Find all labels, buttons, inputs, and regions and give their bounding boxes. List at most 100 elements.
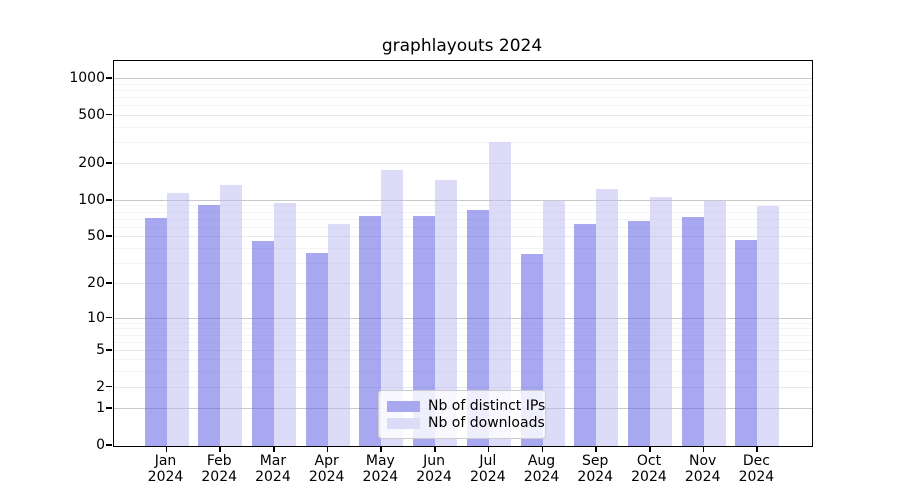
- x-tick: [756, 446, 758, 452]
- legend-swatch-distinct-ips: [387, 400, 420, 412]
- x-tick: [165, 446, 168, 452]
- bar-distinct-ips: [681, 216, 704, 446]
- x-tick: [219, 446, 221, 452]
- y-tick: [106, 444, 112, 446]
- bar-downloads: [220, 184, 243, 446]
- bar-downloads: [435, 179, 458, 446]
- x-tick-label: Feb 2024: [201, 453, 238, 485]
- legend-swatch-downloads: [387, 417, 420, 429]
- gridline: [114, 262, 812, 264]
- x-tick-label: Mar 2024: [255, 453, 291, 485]
- gridline: [114, 359, 812, 361]
- gridline: [114, 341, 812, 343]
- gridline: [114, 226, 812, 228]
- bar-distinct-ips: [413, 215, 436, 446]
- bar-downloads: [381, 169, 404, 446]
- gridline: [114, 386, 812, 388]
- x-tick-label: Jul 2024: [469, 453, 506, 485]
- y-tick: [106, 348, 112, 351]
- gridline: [114, 247, 812, 249]
- x-tick: [272, 446, 275, 452]
- gridline: [114, 334, 812, 336]
- y-tick-label: 10: [87, 309, 105, 326]
- gridline: [114, 205, 812, 207]
- bar-downloads: [596, 189, 619, 446]
- x-tick: [648, 446, 651, 452]
- y-tick: [106, 407, 112, 409]
- y-tick-label: 0: [96, 437, 105, 453]
- x-tick-label: Jan 2024: [147, 453, 184, 485]
- x-tick-label: Aug 2024: [523, 453, 560, 485]
- x-tick-label: Apr 2024: [308, 453, 345, 485]
- y-tick: [106, 385, 112, 388]
- y-tick-label: 1: [96, 400, 105, 417]
- gridline: [114, 349, 812, 351]
- y-tick-label: 5: [96, 341, 105, 358]
- plot-area: [113, 60, 813, 447]
- bar-downloads: [488, 141, 511, 446]
- gridline: [114, 141, 812, 143]
- y-tick: [106, 113, 112, 116]
- gridline: [114, 77, 812, 79]
- bar-distinct-ips: [574, 224, 597, 446]
- bar-distinct-ips: [251, 241, 274, 446]
- chart-title: graphlayouts 2024: [381, 36, 543, 56]
- legend-label-distinct-ips: Nb of distinct IPs: [428, 398, 546, 414]
- legend-label-downloads: Nb of downloads: [428, 415, 545, 431]
- bar-downloads: [757, 205, 780, 446]
- bar-downloads: [166, 192, 189, 446]
- x-tick-label: Jun 2024: [416, 453, 452, 485]
- y-tick: [106, 198, 112, 201]
- x-tick: [487, 446, 490, 452]
- gridline: [114, 328, 812, 330]
- gridline: [114, 163, 812, 165]
- gridline: [114, 211, 812, 213]
- bar-downloads: [273, 203, 296, 446]
- y-tick-label: 2: [96, 378, 105, 395]
- y-tick-label: 500: [78, 106, 105, 123]
- gridline: [114, 105, 812, 107]
- gridline: [114, 126, 812, 128]
- y-tick: [106, 235, 112, 237]
- legend-entry-distinct-ips: Nb of distinct IPs: [387, 398, 545, 414]
- x-tick: [434, 446, 436, 452]
- gridline: [114, 114, 812, 116]
- y-tick-label: 50: [87, 228, 105, 245]
- x-tick: [326, 446, 329, 452]
- y-tick-label: 20: [87, 275, 105, 292]
- gridline: [114, 96, 812, 98]
- bar-distinct-ips: [627, 221, 650, 446]
- bar-downloads: [327, 224, 350, 446]
- legend-entry-downloads: Nb of downloads: [387, 415, 545, 431]
- y-tick: [106, 282, 112, 285]
- y-tick-label: 1000: [69, 69, 105, 86]
- gridline: [114, 236, 812, 238]
- gridline: [114, 317, 812, 319]
- gridline: [114, 283, 812, 285]
- x-tick-label: Nov 2024: [684, 453, 721, 485]
- x-tick-label: Oct 2024: [631, 453, 667, 485]
- x-tick-label: May 2024: [362, 453, 399, 485]
- x-tick: [702, 446, 705, 452]
- y-tick: [106, 77, 112, 79]
- gridline: [114, 218, 812, 220]
- x-tick: [595, 446, 597, 452]
- legend: Nb of distinct IPs Nb of downloads: [378, 390, 546, 439]
- gridline: [114, 89, 812, 91]
- gridline: [114, 199, 812, 201]
- y-tick: [106, 316, 112, 319]
- y-tick-label: 100: [78, 191, 105, 208]
- bar-distinct-ips: [359, 215, 382, 446]
- x-tick: [380, 446, 382, 452]
- bar-distinct-ips: [466, 209, 489, 446]
- bar-downloads: [542, 201, 565, 446]
- x-tick-label: Sep 2024: [577, 453, 614, 485]
- y-tick: [106, 162, 112, 164]
- x-tick-label: Dec 2024: [738, 453, 775, 485]
- bar-downloads: [649, 196, 672, 446]
- gridline: [114, 322, 812, 324]
- x-tick: [541, 446, 544, 452]
- gridline: [114, 371, 812, 373]
- y-tick-label: 200: [78, 155, 105, 172]
